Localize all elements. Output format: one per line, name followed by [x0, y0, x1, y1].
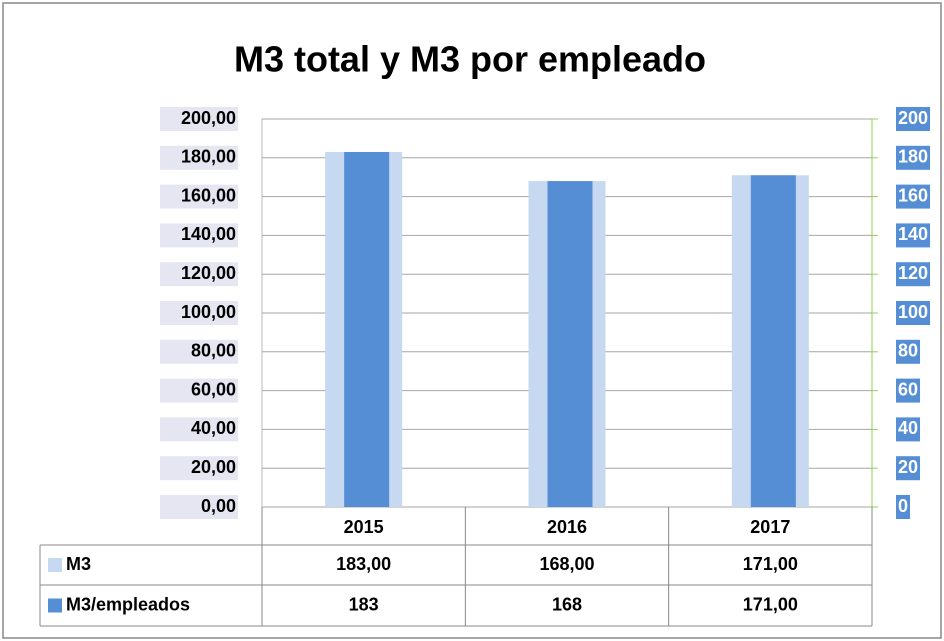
- y2-tick-label-bg: [896, 145, 931, 170]
- legend-key: [48, 558, 62, 572]
- y-tick-label-bg: [160, 417, 238, 442]
- y-tick-label: 80,00: [191, 341, 236, 361]
- y-tick-label-bg: [160, 145, 238, 170]
- table-value: 183: [349, 594, 379, 614]
- table-value: 171,00: [743, 594, 798, 614]
- y2-tick-label: 140: [898, 224, 928, 244]
- y-tick-label: 100,00: [181, 302, 236, 322]
- x-tick-label: 2016: [547, 517, 587, 537]
- y2-tick-label-bg: [896, 223, 931, 248]
- y-tick-label: 200,00: [181, 108, 236, 128]
- y2-tick-label: 80: [898, 341, 918, 361]
- y-tick-label: 180,00: [181, 147, 236, 167]
- chart-title: M3 total y M3 por empleado: [234, 39, 706, 80]
- bar: [750, 175, 796, 507]
- y2-tick-label-bg: [896, 107, 931, 131]
- y-tick-label: 40,00: [191, 418, 236, 438]
- legend-label: M3: [66, 554, 91, 574]
- y-tick-label-bg: [160, 378, 238, 403]
- legend-key: [48, 598, 62, 613]
- y2-tick-label: 120: [898, 263, 928, 283]
- table-value: 168,00: [539, 554, 594, 574]
- y2-tick-label: 20: [898, 457, 918, 477]
- y2-tick-label: 180: [898, 147, 928, 167]
- legend-label: M3/empleados: [66, 594, 190, 614]
- x-tick-label: 2017: [750, 517, 790, 537]
- x-tick-label: 2015: [344, 517, 384, 537]
- y2-tick-label-bg: [896, 378, 921, 403]
- table-value: 168: [552, 594, 582, 614]
- y-tick-label: 60,00: [191, 379, 236, 399]
- table-value: 171,00: [743, 554, 798, 574]
- y-tick-label-bg: [160, 301, 238, 325]
- y-tick-label: 140,00: [181, 224, 236, 244]
- y2-tick-label-bg: [896, 339, 921, 364]
- y-tick-label-bg: [160, 495, 238, 519]
- bar: [344, 151, 390, 508]
- y-tick-label-bg: [160, 262, 238, 287]
- y-tick-label: 20,00: [191, 457, 236, 477]
- y2-tick-label: 100: [898, 302, 928, 322]
- y2-tick-label-bg: [896, 262, 931, 287]
- y-tick-label-bg: [160, 184, 238, 209]
- y2-tick-label: 160: [898, 185, 928, 205]
- y2-tick-label-bg: [896, 495, 911, 519]
- y2-tick-label: 40: [898, 418, 918, 438]
- y2-tick-label-bg: [896, 184, 931, 209]
- y-tick-label-bg: [160, 223, 238, 248]
- y-tick-label-bg: [160, 107, 238, 131]
- y2-tick-label: 0: [898, 496, 908, 516]
- y-tick-label-bg: [160, 339, 238, 364]
- y2-tick-label-bg: [896, 456, 921, 481]
- y-tick-label: 0,00: [201, 496, 236, 516]
- y2-tick-label-bg: [896, 301, 931, 325]
- y-tick-label-bg: [160, 456, 238, 481]
- bar: [547, 181, 593, 507]
- y-tick-label: 120,00: [181, 263, 236, 283]
- y2-tick-label: 60: [898, 379, 918, 399]
- table-value: 183,00: [336, 554, 391, 574]
- y2-tick-label: 200: [898, 108, 928, 128]
- y-tick-label: 160,00: [181, 185, 236, 205]
- y2-tick-label-bg: [896, 417, 921, 442]
